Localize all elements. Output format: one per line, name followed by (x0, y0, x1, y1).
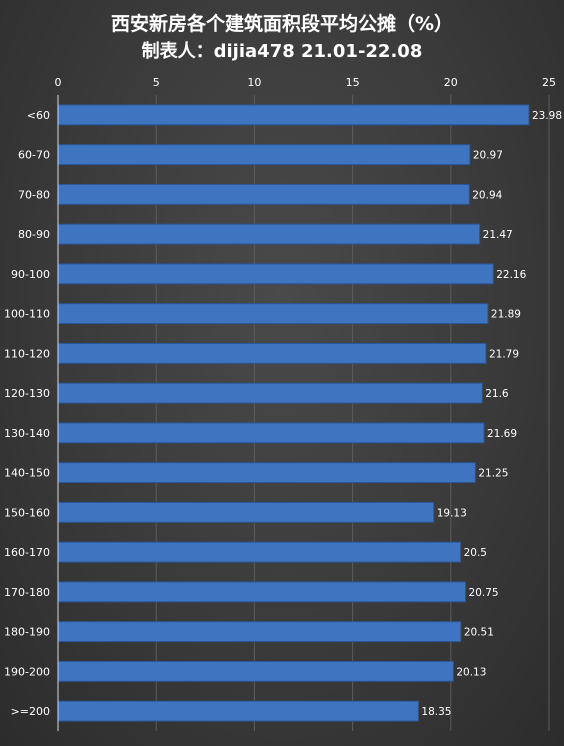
y-tick-label: 170-180 (4, 586, 50, 599)
data-labels: 23.98 20.97 20.94 21.47 22.16 21.89 21.79 21.6 2… (421, 110, 562, 718)
bar (57, 700, 419, 722)
bar (57, 183, 470, 205)
chart-subtitle: 制表人：dijia478 21.01-22.08 (142, 40, 423, 62)
chart-title: 西安新房各个建筑面积段平均公摊（%） (111, 12, 453, 35)
bar (57, 104, 530, 126)
y-tick-label: 60-70 (18, 149, 50, 162)
data-label: 19.13 (437, 507, 467, 519)
data-label: 20.97 (473, 150, 503, 162)
data-label: 20.5 (464, 547, 487, 559)
data-label: 23.98 (532, 110, 562, 122)
data-label: 21.69 (487, 428, 517, 440)
y-tick-label: >=200 (11, 705, 50, 718)
bars (57, 104, 530, 722)
y-tick-label: 130-140 (4, 427, 50, 440)
y-tick-label: 100-110 (4, 308, 50, 321)
y-tick-label: 70-80 (18, 188, 50, 201)
y-tick-label: 180-190 (4, 626, 50, 639)
x-tick-label: 15 (346, 76, 360, 89)
bar (57, 462, 476, 484)
x-axis-ticks: 0 5 10 15 20 25 (55, 76, 557, 89)
y-tick-label: 190-200 (4, 665, 50, 678)
data-label: 18.35 (421, 706, 451, 718)
bar (57, 501, 435, 523)
bar (57, 581, 467, 603)
bar (57, 223, 481, 245)
data-label: 21.79 (489, 348, 519, 360)
x-tick-label: 10 (247, 76, 261, 89)
y-tick-label: <60 (27, 109, 50, 122)
y-tick-label: 140-150 (4, 467, 50, 480)
data-label: 20.75 (469, 587, 499, 599)
bar (57, 660, 454, 682)
bar (57, 144, 471, 166)
y-tick-label: 150-160 (4, 506, 50, 519)
data-label: 20.13 (456, 666, 486, 678)
data-label: 22.16 (496, 269, 526, 281)
data-label: 20.94 (472, 189, 502, 201)
y-tick-label: 80-90 (18, 228, 50, 241)
y-axis-ticks: <60 60-70 70-80 80-90 90-100 100-110 110-120 12… (4, 109, 50, 718)
x-tick-label: 5 (153, 76, 160, 89)
x-tick-label: 0 (55, 76, 62, 89)
y-tick-label: 120-130 (4, 387, 50, 400)
y-tick-label: 90-100 (11, 268, 50, 281)
data-label: 21.47 (483, 229, 513, 241)
x-tick-label: 25 (542, 76, 556, 89)
bar (57, 303, 489, 325)
data-label: 20.51 (464, 627, 494, 639)
data-label: 21.89 (491, 309, 521, 321)
bar (57, 382, 483, 404)
bar (57, 422, 485, 444)
data-label: 21.25 (478, 468, 508, 480)
bar (57, 342, 487, 364)
bar (57, 621, 462, 643)
x-tick-label: 20 (444, 76, 458, 89)
data-label: 21.6 (485, 388, 509, 400)
y-tick-label: 160-170 (4, 546, 50, 559)
bar (57, 541, 462, 563)
y-tick-label: 110-120 (4, 347, 50, 360)
bar (57, 263, 494, 285)
